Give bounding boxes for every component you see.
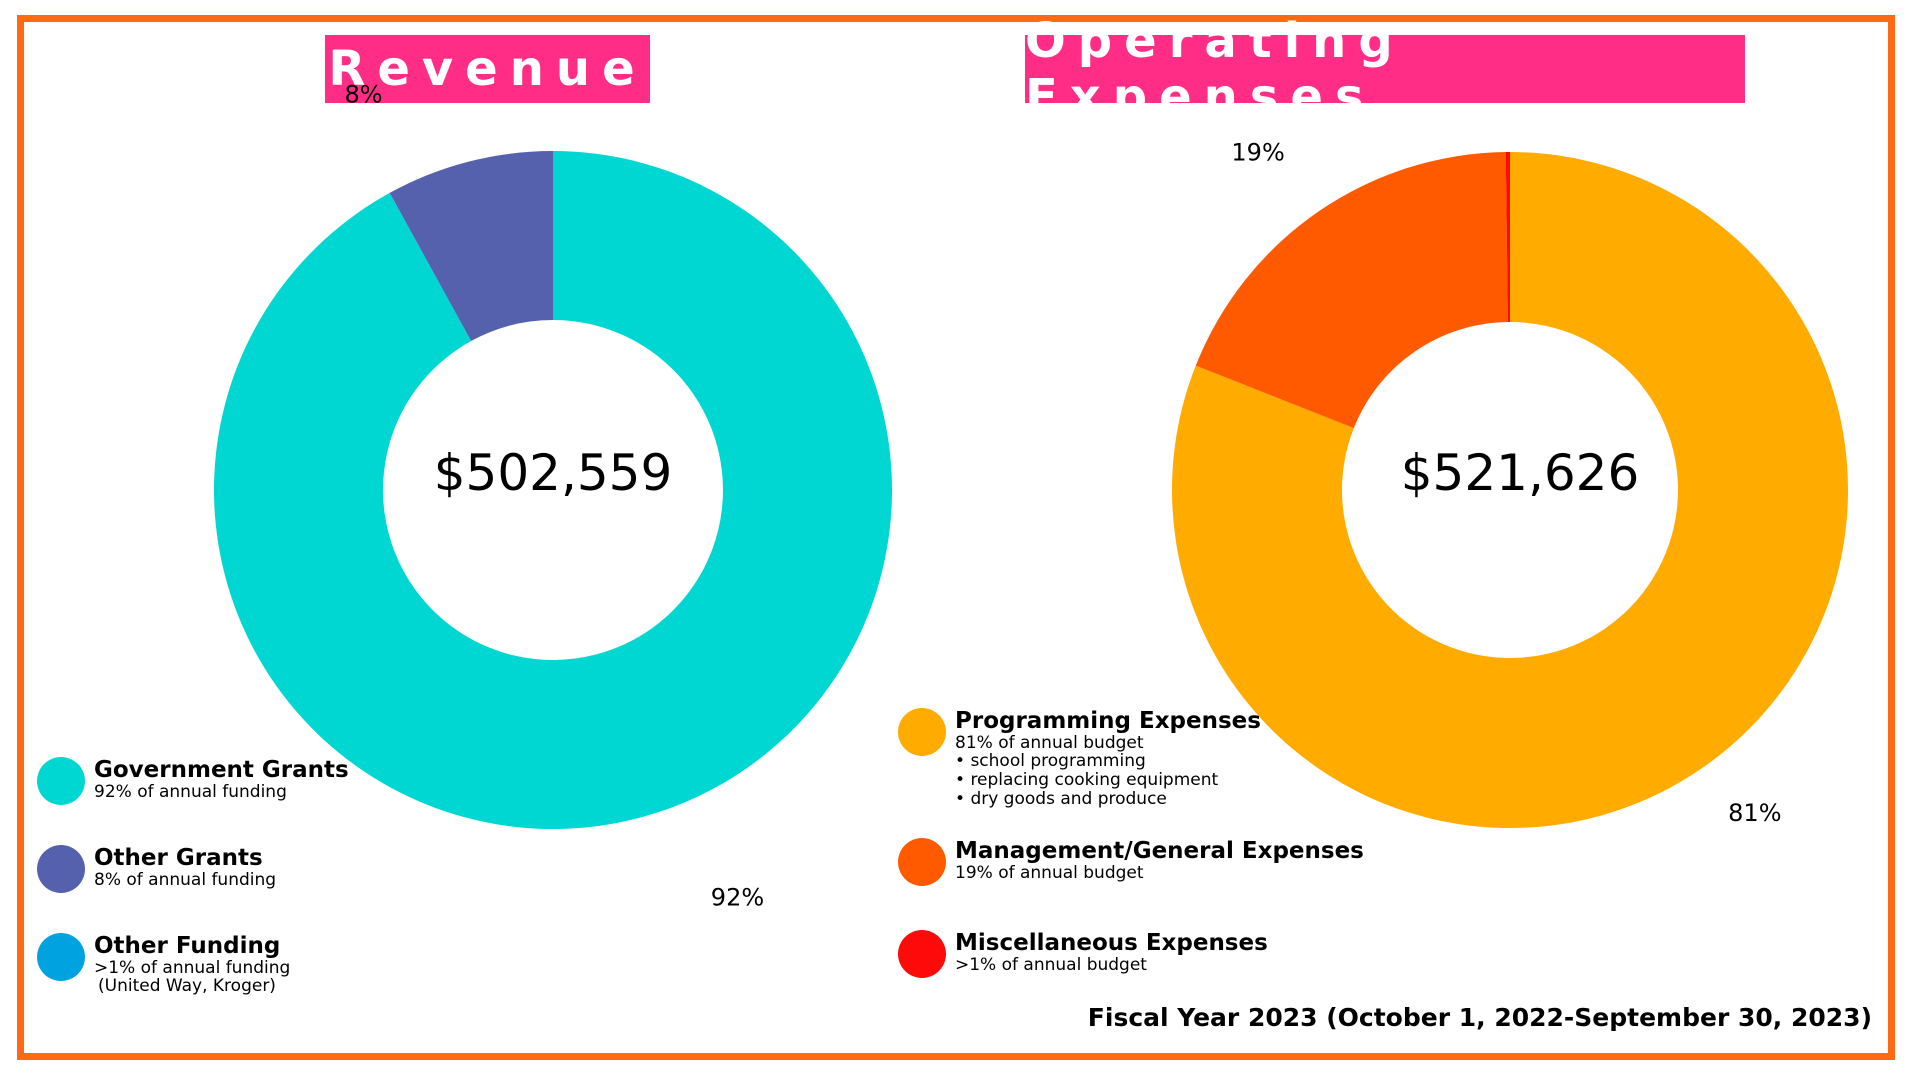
legend-title: Other Funding xyxy=(94,933,281,959)
data-label: 8% xyxy=(344,81,382,109)
legend-item-other-funding: Other Funding >1% of annual funding (Uni… xyxy=(37,933,290,995)
donut-slice-programming-expenses xyxy=(1172,152,1849,828)
miscellaneous-expenses-swatch xyxy=(898,930,946,978)
donut-slice-government-grants xyxy=(214,151,893,830)
legend-title: Other Grants xyxy=(94,845,263,871)
data-label: 92% xyxy=(711,883,764,911)
legend-item-miscellaneous-expenses: Miscellaneous Expenses >1% of annual bud… xyxy=(898,930,1268,978)
legend-title: Management/General Expenses xyxy=(955,838,1364,864)
legend-title: Programming Expenses xyxy=(955,708,1261,734)
legend-subtitle: >1% of annual budget xyxy=(955,955,1147,975)
page-frame xyxy=(17,15,1895,1060)
legend-subtitle: 81% of annual budget xyxy=(955,733,1144,753)
data-label: 19% xyxy=(1231,139,1284,167)
legend-bullet: replacing cooking equipment xyxy=(955,771,1261,790)
expenses-donut-chart: 81% 19% xyxy=(1172,139,1849,828)
legend-bullet-list: school programming replacing cooking equ… xyxy=(955,752,1261,809)
donut-slice-management-general-expenses xyxy=(1195,152,1508,429)
other-funding-swatch xyxy=(37,933,85,981)
legend-subtitle: 8% of annual funding xyxy=(94,870,277,890)
data-label: 81% xyxy=(1728,799,1781,827)
government-grants-swatch xyxy=(37,757,85,805)
legend-item-government-grants: Government Grants 92% of annual funding xyxy=(37,757,349,805)
legend-subtitle: 19% of annual budget xyxy=(955,863,1144,883)
programming-expenses-swatch xyxy=(898,708,946,756)
legend-title: Miscellaneous Expenses xyxy=(955,930,1268,956)
legend-title: Government Grants xyxy=(94,757,349,783)
legend-item-programming-expenses: Programming Expenses 81% of annual budge… xyxy=(898,708,1261,809)
legend-item-management-general-expenses: Management/General Expenses 19% of annua… xyxy=(898,838,1364,886)
expenses-total: $521,626 xyxy=(1401,444,1640,502)
revenue-total: $502,559 xyxy=(434,444,673,502)
legend-subtitle-2: (United Way, Kroger) xyxy=(98,976,276,996)
fiscal-year-caption: Fiscal Year 2023 (October 1, 2022-Septem… xyxy=(1087,1003,1872,1032)
donut-slice-other-grants xyxy=(389,151,553,342)
legend-bullet: dry goods and produce xyxy=(955,790,1261,809)
revenue-title: Revenue xyxy=(325,35,650,103)
revenue-donut-chart: 92% 8% xyxy=(214,81,893,911)
legend-item-other-grants: Other Grants 8% of annual funding xyxy=(37,845,276,893)
legend-subtitle: >1% of annual funding xyxy=(94,958,291,978)
other-grants-swatch xyxy=(37,845,85,893)
donut-slice-miscellaneous-expenses xyxy=(1505,152,1510,323)
legend-subtitle: 92% of annual funding xyxy=(94,782,287,802)
legend-bullet: school programming xyxy=(955,752,1261,771)
management-expenses-swatch xyxy=(898,838,946,886)
